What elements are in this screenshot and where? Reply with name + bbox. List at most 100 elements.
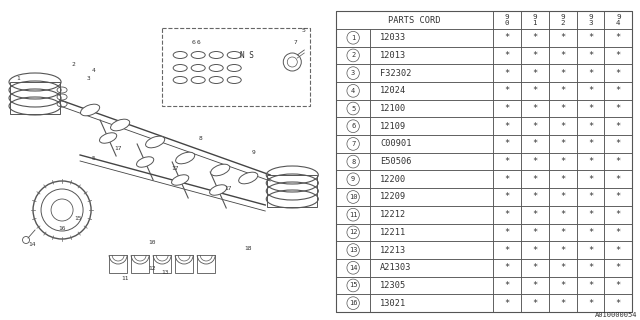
Text: 9
2: 9 2 xyxy=(561,14,565,26)
Text: 15: 15 xyxy=(349,283,357,288)
Text: *: * xyxy=(504,122,509,131)
Bar xyxy=(577,117,604,135)
Text: 4: 4 xyxy=(351,88,355,94)
Text: *: * xyxy=(588,281,593,290)
Text: *: * xyxy=(560,175,565,184)
Text: 12213: 12213 xyxy=(380,245,406,255)
Bar xyxy=(336,82,370,100)
Bar xyxy=(521,64,548,82)
Bar xyxy=(336,259,370,276)
Text: 12: 12 xyxy=(148,266,156,270)
Bar xyxy=(162,28,310,106)
Text: *: * xyxy=(504,68,509,78)
Bar xyxy=(548,100,577,117)
Text: *: * xyxy=(616,51,621,60)
Text: 14: 14 xyxy=(28,243,36,247)
Bar xyxy=(604,294,632,312)
Text: *: * xyxy=(504,210,509,219)
Text: *: * xyxy=(560,193,565,202)
Bar xyxy=(521,11,548,29)
Ellipse shape xyxy=(239,172,258,184)
Text: 3: 3 xyxy=(86,76,90,81)
Text: *: * xyxy=(560,228,565,237)
Bar xyxy=(548,82,577,100)
Bar xyxy=(493,100,521,117)
Bar xyxy=(336,29,370,47)
Text: 9: 9 xyxy=(252,149,255,155)
Ellipse shape xyxy=(145,136,164,148)
Text: *: * xyxy=(616,228,621,237)
Bar xyxy=(493,188,521,206)
Text: *: * xyxy=(616,263,621,272)
Text: 7: 7 xyxy=(293,39,297,44)
Text: *: * xyxy=(616,299,621,308)
Text: F32302: F32302 xyxy=(380,68,412,78)
Text: 8: 8 xyxy=(198,135,202,140)
Text: *: * xyxy=(588,104,593,113)
Bar xyxy=(577,294,604,312)
Text: *: * xyxy=(588,140,593,148)
Text: *: * xyxy=(560,299,565,308)
Bar xyxy=(548,276,577,294)
Bar xyxy=(493,29,521,47)
Text: *: * xyxy=(504,104,509,113)
Text: 3: 3 xyxy=(351,70,355,76)
Text: 12024: 12024 xyxy=(380,86,406,95)
Text: *: * xyxy=(504,175,509,184)
Bar xyxy=(521,241,548,259)
Text: 9
3: 9 3 xyxy=(588,14,593,26)
Bar xyxy=(336,224,370,241)
Bar xyxy=(268,175,317,207)
Text: 12100: 12100 xyxy=(380,104,406,113)
Bar xyxy=(521,135,548,153)
Text: 12013: 12013 xyxy=(380,51,406,60)
Bar xyxy=(493,82,521,100)
Bar xyxy=(521,82,548,100)
Bar xyxy=(493,259,521,276)
Text: 17: 17 xyxy=(172,165,179,171)
Text: 18: 18 xyxy=(244,245,252,251)
Bar xyxy=(548,153,577,171)
Bar xyxy=(604,11,632,29)
Text: 8: 8 xyxy=(351,159,355,164)
Text: *: * xyxy=(532,33,538,42)
Text: 12212: 12212 xyxy=(380,210,406,219)
Bar xyxy=(493,135,521,153)
Bar xyxy=(370,171,493,188)
Text: 6: 6 xyxy=(191,39,195,44)
Text: *: * xyxy=(532,157,538,166)
Text: *: * xyxy=(560,263,565,272)
Bar xyxy=(336,241,370,259)
Text: *: * xyxy=(560,157,565,166)
Text: 2: 2 xyxy=(71,62,75,68)
Bar xyxy=(370,206,493,224)
Text: *: * xyxy=(588,299,593,308)
Bar xyxy=(336,206,370,224)
Bar xyxy=(10,82,60,114)
Text: 2: 2 xyxy=(351,52,355,59)
Text: 13: 13 xyxy=(349,247,357,253)
Bar xyxy=(370,47,493,64)
Bar xyxy=(370,135,493,153)
Text: 14: 14 xyxy=(349,265,357,271)
Bar xyxy=(336,117,370,135)
Text: 16: 16 xyxy=(58,226,66,230)
Bar xyxy=(336,276,370,294)
Text: *: * xyxy=(504,86,509,95)
Text: 4: 4 xyxy=(92,68,95,73)
Text: *: * xyxy=(616,140,621,148)
Text: *: * xyxy=(588,228,593,237)
Text: *: * xyxy=(588,122,593,131)
Bar xyxy=(548,206,577,224)
Text: 12109: 12109 xyxy=(380,122,406,131)
Bar xyxy=(521,171,548,188)
Text: 9: 9 xyxy=(351,176,355,182)
Text: *: * xyxy=(560,122,565,131)
Text: *: * xyxy=(532,193,538,202)
Text: A010000054: A010000054 xyxy=(595,312,637,318)
Bar xyxy=(604,82,632,100)
Text: *: * xyxy=(504,157,509,166)
Bar xyxy=(521,294,548,312)
Bar xyxy=(548,117,577,135)
Bar xyxy=(548,29,577,47)
